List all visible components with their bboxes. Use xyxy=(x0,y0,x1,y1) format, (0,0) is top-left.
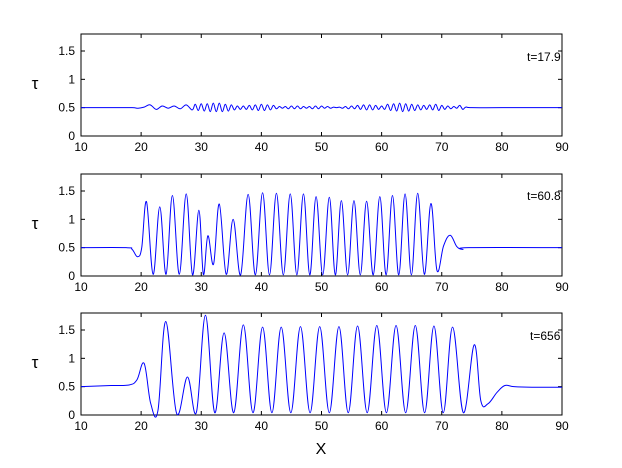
x-tick-label: 40 xyxy=(255,419,269,433)
x-tick-label: 80 xyxy=(495,140,509,154)
x-tick-label: 10 xyxy=(74,140,88,154)
y-tick-label: 0.5 xyxy=(58,241,75,255)
x-tick-label: 20 xyxy=(134,419,148,433)
panel-3: 10 20 30 40 50 60 70 80 90 0 0.5 1 1.5 t=656 τ X xyxy=(32,312,569,458)
panel-3-time-annotation: t=656 xyxy=(530,329,561,343)
y-tick-label: 1 xyxy=(68,351,75,365)
x-tick-label: 50 xyxy=(315,140,329,154)
panel-2-time-annotation: t=60.8 xyxy=(527,189,561,203)
panel-3-series-line xyxy=(80,314,563,418)
panel-1-ticks: 10 20 30 40 50 60 70 80 90 0 0.5 1 1.5 xyxy=(58,34,569,154)
y-tick-label: 0.5 xyxy=(58,101,75,115)
x-tick-label: 70 xyxy=(435,419,449,433)
y-tick-label: 0 xyxy=(68,129,75,143)
x-tick-label: 70 xyxy=(435,140,449,154)
x-tick-label: 40 xyxy=(255,140,269,154)
x-tick-label: 50 xyxy=(315,419,329,433)
panel-2-series-line xyxy=(80,192,563,276)
x-tick-label: 60 xyxy=(375,140,389,154)
x-tick-label: 30 xyxy=(195,140,209,154)
panel-3-plot-area xyxy=(80,312,563,416)
panel-1: 10 20 30 40 50 60 70 80 90 0 0.5 1 1.5 t=17.9 τ xyxy=(32,33,569,154)
panel-3-ticks: 10 20 30 40 50 60 70 80 90 0 0.5 1 1.5 xyxy=(58,313,569,433)
panel-2-plot-area xyxy=(80,173,563,277)
x-tick-label: 70 xyxy=(435,280,449,294)
y-tick-label: 0 xyxy=(68,269,75,283)
x-tick-label: 50 xyxy=(315,280,329,294)
x-tick-label: 90 xyxy=(555,280,569,294)
x-tick-label: 30 xyxy=(195,419,209,433)
x-tick-label: 30 xyxy=(195,280,209,294)
y-tick-label: 1 xyxy=(68,72,75,86)
panel-2: 10 20 30 40 50 60 70 80 90 0 0.5 1 1.5 t=60.8 τ xyxy=(32,173,569,294)
y-tick-label: 1 xyxy=(68,212,75,226)
x-tick-label: 60 xyxy=(375,419,389,433)
panel-3-y-axis-label: τ xyxy=(32,353,39,372)
y-tick-label: 0 xyxy=(68,408,75,422)
x-tick-label: 20 xyxy=(134,140,148,154)
y-tick-label: 1.5 xyxy=(58,323,75,337)
panel-1-plot-area xyxy=(80,33,563,137)
panel-1-time-annotation: t=17.9 xyxy=(527,50,561,64)
x-tick-label: 20 xyxy=(134,280,148,294)
x-tick-label: 90 xyxy=(555,140,569,154)
y-tick-label: 1.5 xyxy=(58,184,75,198)
x-tick-label: 60 xyxy=(375,280,389,294)
panel-1-y-axis-label: τ xyxy=(32,74,39,93)
x-tick-label: 10 xyxy=(74,280,88,294)
panel-3-x-axis-label: X xyxy=(316,441,327,458)
x-tick-label: 80 xyxy=(495,280,509,294)
x-tick-label: 90 xyxy=(555,419,569,433)
x-tick-label: 10 xyxy=(74,419,88,433)
panel-2-y-axis-label: τ xyxy=(32,214,39,233)
panel-1-series-line xyxy=(80,102,562,113)
x-tick-label: 80 xyxy=(495,419,509,433)
y-tick-label: 1.5 xyxy=(58,44,75,58)
x-tick-label: 40 xyxy=(255,280,269,294)
panel-2-ticks: 10 20 30 40 50 60 70 80 90 0 0.5 1 1.5 xyxy=(58,174,569,294)
y-tick-label: 0.5 xyxy=(58,380,75,394)
